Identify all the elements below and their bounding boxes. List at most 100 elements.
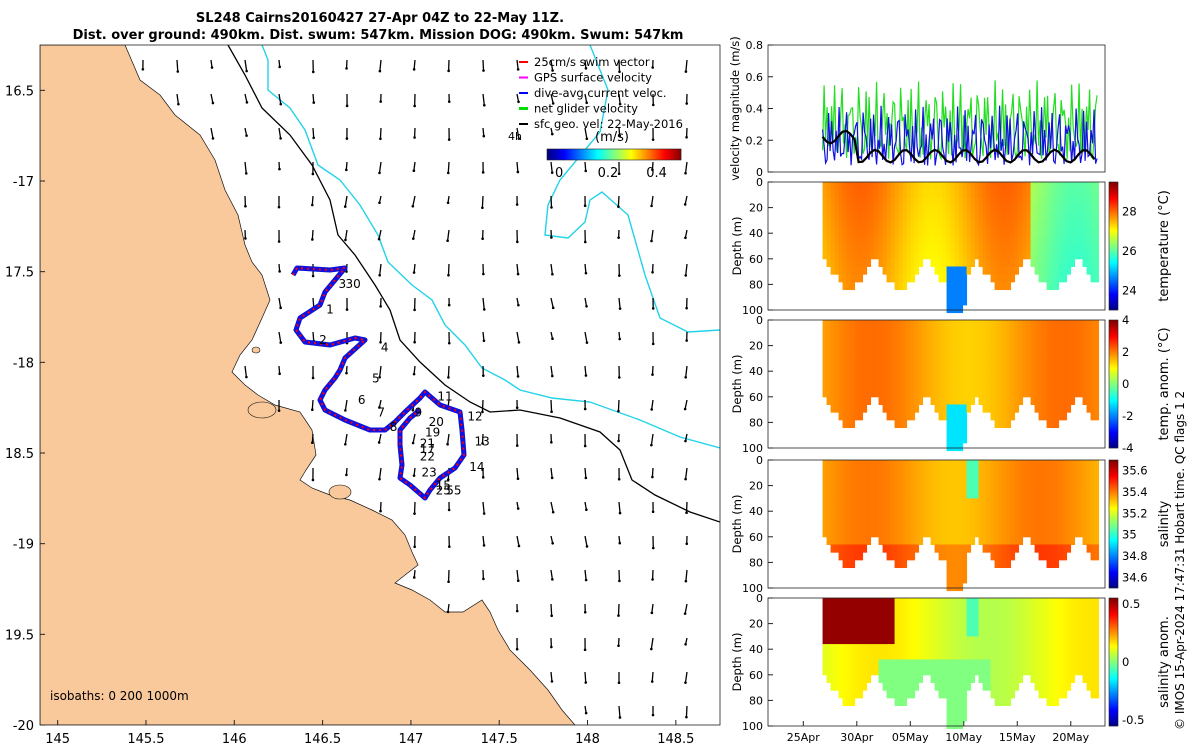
profile-cell [890, 266, 896, 275]
profile-cell [1054, 621, 1060, 630]
profile-cell [962, 651, 968, 660]
profile-cell [994, 659, 1000, 668]
profile-cell [834, 513, 840, 522]
profile-cell [870, 381, 876, 390]
profile-cell [874, 636, 880, 645]
profile-cell [950, 366, 956, 375]
profile-cell [822, 335, 828, 344]
profile-cell [914, 243, 920, 252]
profile-cell [1022, 189, 1028, 198]
profile-cell [858, 320, 864, 329]
profile-cell [946, 674, 952, 683]
profile-cell [914, 682, 920, 691]
profile-colorbar-cell [1109, 686, 1118, 688]
profile-cell [914, 212, 920, 221]
profile-cell [950, 605, 956, 614]
profile-cell [906, 235, 912, 244]
profile-colorbar-cell [1109, 661, 1118, 663]
profile-colorbar-cell [1109, 237, 1118, 239]
profile-colorbar-cell [1109, 189, 1118, 191]
profile-cell [1090, 335, 1096, 344]
profile-cell [1006, 613, 1012, 622]
profile-cell [898, 559, 904, 569]
profile-cell [870, 506, 876, 515]
profile-cell [910, 258, 916, 267]
profile-cell [850, 281, 856, 291]
profile-cell [1014, 529, 1020, 538]
profile-cell [842, 274, 848, 283]
profile-cell [902, 506, 908, 515]
profile-cell [834, 605, 840, 614]
profile-cell [1010, 605, 1016, 614]
profile-cell [850, 651, 856, 660]
profile-cell [1058, 544, 1064, 553]
profile-cell [1066, 381, 1072, 390]
profile-cell [1070, 605, 1076, 614]
profile-cell [938, 335, 944, 344]
profile-cell [1082, 327, 1088, 336]
profile-cell [902, 320, 908, 329]
profile-cell [990, 343, 996, 352]
profile-colorbar-cell [1109, 191, 1118, 193]
profile-cell [978, 343, 984, 352]
profile-colorbar-cell [1109, 334, 1118, 336]
profile-cell [1074, 659, 1080, 668]
current-vector-head [583, 610, 587, 614]
profile-cell [1078, 381, 1084, 390]
lat-tick-label: 16.5 [5, 84, 34, 99]
profile-cell [990, 467, 996, 476]
current-vector [482, 127, 485, 137]
profile-cell [962, 598, 968, 607]
profile-cell [962, 220, 968, 229]
current-vector-head [515, 609, 519, 613]
profile-cell [1062, 552, 1068, 561]
profile-cell [1002, 389, 1008, 398]
current-vector [651, 399, 654, 410]
profile-cell [958, 475, 964, 484]
profile-cell [938, 366, 944, 375]
profile-cell [1050, 460, 1056, 469]
profile-cell [918, 506, 924, 515]
profile-cell [946, 690, 952, 699]
profile-cell [954, 327, 960, 336]
profile-cell [1026, 358, 1032, 367]
current-vector-head [482, 339, 486, 343]
profile-cell [1054, 243, 1060, 252]
profile-cell [834, 350, 840, 359]
profile-cell [974, 343, 980, 352]
profile-cell [982, 343, 988, 352]
profile-cell [878, 381, 884, 390]
profile-cell [1038, 544, 1044, 553]
profile-cell [1002, 690, 1008, 699]
profile-cell [1018, 490, 1024, 499]
profile-cell [990, 682, 996, 691]
profile-cell [1046, 651, 1052, 660]
profile-cell [830, 467, 836, 476]
profile-cell [822, 189, 828, 198]
profile-colorbar-cell [1109, 521, 1118, 523]
profile-cell [1062, 667, 1068, 676]
profile-cell [1046, 490, 1052, 499]
profile-colorbar-cell [1109, 711, 1118, 713]
profile-cell [1018, 251, 1024, 260]
profile-cell [1046, 412, 1052, 421]
profile-cell [854, 605, 860, 614]
profile-cell [894, 690, 900, 699]
profile-cell [938, 460, 944, 469]
profile-cell [1046, 667, 1052, 676]
profile-cell [890, 674, 896, 683]
profile-cell [886, 258, 892, 267]
profile-colorbar-cell [1109, 604, 1118, 606]
profile-cell [1014, 659, 1020, 668]
profile-colorbar-cell [1109, 246, 1118, 248]
profile-cell [1094, 396, 1100, 405]
profile-cell [1090, 621, 1096, 630]
profile-cell [1042, 552, 1048, 561]
current-vector-head [651, 66, 655, 69]
profile-cell [958, 235, 964, 244]
profile-cell [1042, 327, 1048, 336]
profile-cell [914, 498, 920, 507]
profile-colorbar-cell [1109, 419, 1118, 421]
profile-cell [1030, 243, 1036, 252]
profile-cell [910, 467, 916, 476]
